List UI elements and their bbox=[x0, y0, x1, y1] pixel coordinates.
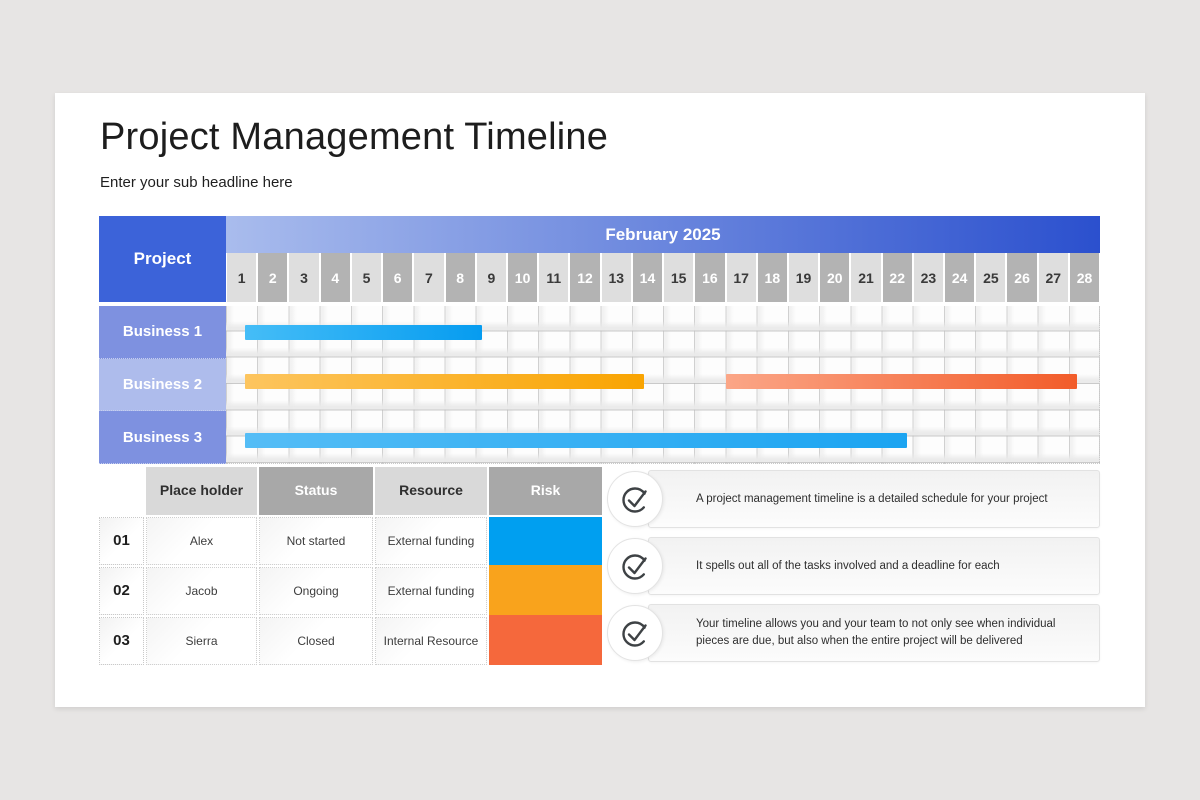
table-cell-status: Not started bbox=[259, 517, 373, 565]
table-cell-resource: External funding bbox=[375, 567, 487, 615]
table-row-number: 02 bbox=[99, 567, 144, 615]
table-cell-status: Closed bbox=[259, 617, 373, 665]
gantt-day-cell-7: 7 bbox=[414, 253, 444, 302]
table-cell-status: Ongoing bbox=[259, 567, 373, 615]
gantt-day-cell-19: 19 bbox=[788, 253, 819, 302]
note-text: Your timeline allows you and your team t… bbox=[696, 618, 1056, 647]
gantt-bar bbox=[244, 433, 908, 449]
gantt-chart: Project February 2025 1 2 3 4 5 6 7 8 9 10 11 12 13 1… bbox=[99, 216, 1100, 464]
gantt-day-cell-3: 3 bbox=[289, 253, 319, 302]
note-circle bbox=[607, 471, 663, 527]
gantt-day-cell-10: 10 bbox=[507, 253, 538, 302]
check-circle-icon bbox=[617, 481, 653, 517]
gantt-day-cell-14: 14 bbox=[632, 253, 663, 302]
gantt-day-cell-15: 15 bbox=[664, 253, 694, 302]
note-circle bbox=[607, 605, 663, 661]
table-cell-name: Sierra bbox=[146, 617, 257, 665]
gantt-day-cell-11: 11 bbox=[539, 253, 569, 302]
gantt-day-cell-16: 16 bbox=[695, 253, 725, 302]
gantt-day-cell-12: 12 bbox=[570, 253, 600, 302]
table-cell-name: Jacob bbox=[146, 567, 257, 615]
gantt-bar bbox=[726, 373, 1078, 389]
table-header-risk: Risk bbox=[489, 467, 602, 515]
gantt-corner-label: Project bbox=[99, 216, 226, 302]
table-header-resource: Resource bbox=[375, 467, 487, 515]
note-circle bbox=[607, 538, 663, 594]
table-cell-resource: External funding bbox=[375, 517, 487, 565]
gantt-day-cell-25: 25 bbox=[976, 253, 1006, 302]
gantt-bar bbox=[244, 325, 482, 340]
note-card: It spells out all of the tasks involved … bbox=[648, 537, 1100, 595]
page-subtitle: Enter your sub headline here bbox=[100, 174, 293, 191]
check-circle-icon bbox=[617, 615, 653, 651]
gantt-day-cell-4: 4 bbox=[320, 253, 350, 302]
gantt-grid bbox=[226, 306, 1100, 464]
details-table: Place holder Status Resource Risk 01 Alex Not … bbox=[99, 467, 602, 665]
gantt-day-cell-6: 6 bbox=[383, 253, 413, 302]
gantt-day-cell-1: 1 bbox=[227, 253, 257, 302]
gantt-day-cell-24: 24 bbox=[945, 253, 975, 302]
gantt-day-cell-18: 18 bbox=[757, 253, 787, 302]
note-text: It spells out all of the tasks involved … bbox=[696, 559, 1000, 572]
gantt-month-header: February 2025 bbox=[226, 216, 1100, 253]
gantt-day-cell-17: 17 bbox=[726, 253, 756, 302]
gantt-day-cell-9: 9 bbox=[476, 253, 506, 302]
note-card: A project management timeline is a detai… bbox=[648, 470, 1100, 528]
gantt-row-label: Business 1 bbox=[99, 306, 226, 359]
gantt-row-labels: Business 1 Business 2 Business 3 bbox=[99, 306, 226, 464]
table-header-place-holder: Place holder bbox=[146, 467, 257, 515]
table-row-number: 03 bbox=[99, 617, 144, 665]
gantt-row-label: Business 2 bbox=[99, 358, 226, 412]
gantt-day-cell-26: 26 bbox=[1007, 253, 1037, 302]
note-text: A project management timeline is a detai… bbox=[696, 492, 1048, 505]
page-title: Project Management Timeline bbox=[100, 116, 609, 158]
gantt-day-cell-23: 23 bbox=[913, 253, 944, 302]
table-cell-name: Alex bbox=[146, 517, 257, 565]
gantt-day-cell-8: 8 bbox=[445, 253, 475, 302]
gantt-day-row: 1 2 3 4 5 6 7 8 9 10 11 12 13 14 15 16 17 18 19 20 21 22 23 24 2… bbox=[226, 253, 1100, 302]
table-cell-risk-swatch bbox=[489, 615, 602, 665]
gantt-day-cell-27: 27 bbox=[1038, 253, 1068, 302]
gantt-bar bbox=[244, 373, 644, 389]
gantt-day-cell-2: 2 bbox=[258, 253, 288, 302]
gantt-row-label: Business 3 bbox=[99, 411, 226, 464]
gantt-day-cell-22: 22 bbox=[882, 253, 912, 302]
gantt-day-cell-28: 28 bbox=[1069, 253, 1100, 302]
slide-card: Project Management Timeline Enter your s… bbox=[55, 93, 1145, 707]
gantt-day-cell-13: 13 bbox=[601, 253, 631, 302]
check-circle-icon bbox=[617, 548, 653, 584]
table-cell-risk-swatch bbox=[489, 565, 602, 615]
gantt-day-cell-20: 20 bbox=[820, 253, 850, 302]
table-cell-risk-swatch bbox=[489, 517, 602, 565]
table-cell-resource: Internal Resource bbox=[375, 617, 487, 665]
gantt-day-cell-21: 21 bbox=[851, 253, 881, 302]
table-corner-spacer bbox=[99, 467, 144, 515]
note-card: Your timeline allows you and your team t… bbox=[648, 604, 1100, 662]
gantt-day-cell-5: 5 bbox=[351, 253, 382, 302]
table-header-status: Status bbox=[259, 467, 373, 515]
table-row-number: 01 bbox=[99, 517, 144, 565]
